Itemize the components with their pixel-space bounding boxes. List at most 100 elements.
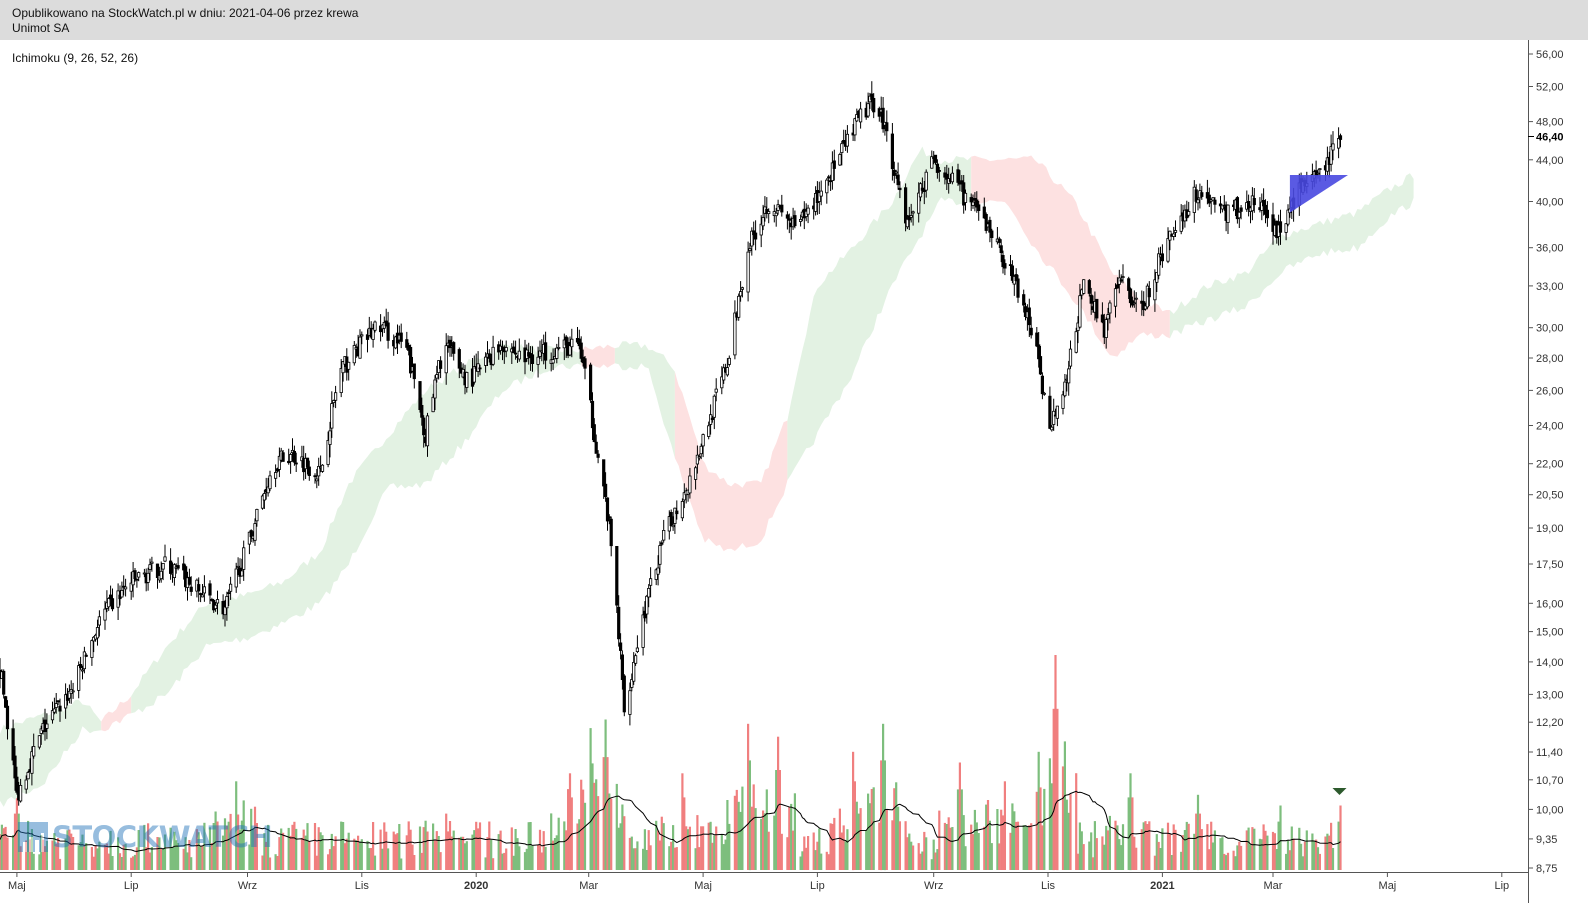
- volume-bar: [30, 829, 33, 870]
- volume-bar: [838, 808, 841, 870]
- x-tick-label: Wrz: [924, 880, 943, 892]
- volume-bar: [1185, 821, 1188, 870]
- candle-body: [1100, 314, 1104, 323]
- volume-bar: [1052, 708, 1055, 871]
- volume-bar: [394, 834, 397, 870]
- volume-bar: [1300, 843, 1303, 870]
- candle-body: [97, 616, 101, 626]
- price-chart[interactable]: 56,00 52,00 48,00 44,00 40,00 36,00 33,00 30,00…: [0, 40, 1588, 903]
- volume-bar: [971, 834, 975, 870]
- volume-bar: [133, 854, 137, 870]
- candle-body: [767, 211, 771, 214]
- volume-bar: [148, 852, 152, 870]
- y-tick-label: 13,00: [1536, 689, 1564, 701]
- candle-body: [1063, 381, 1067, 397]
- candle-body: [699, 445, 703, 455]
- volume-bar: [1069, 794, 1072, 870]
- volume-bar: [98, 841, 101, 870]
- candle-body: [358, 336, 362, 359]
- candle-body: [551, 359, 555, 364]
- candle-body: [79, 664, 83, 669]
- y-tick-label: 36,00: [1536, 243, 1564, 255]
- candle-body: [155, 563, 160, 579]
- volume-bar: [1078, 822, 1081, 870]
- candle-body: [776, 204, 780, 211]
- volume-bar: [778, 770, 781, 870]
- volume-bar: [1118, 839, 1121, 870]
- candle-body: [517, 350, 521, 360]
- volume-bar: [1144, 821, 1147, 870]
- volume-bar: [38, 854, 41, 870]
- candle-body: [129, 582, 133, 592]
- volume-bar: [79, 842, 82, 870]
- volume-bar: [818, 828, 821, 870]
- candle-body: [418, 381, 422, 411]
- ichimoku-cloud: [0, 146, 1414, 807]
- volume-bar: [1013, 811, 1016, 870]
- volume-bar: [1127, 797, 1130, 870]
- candle-body: [1035, 332, 1039, 347]
- volume-bar: [360, 839, 363, 870]
- volume-bar: [317, 827, 320, 870]
- candle-body: [1318, 168, 1322, 171]
- volume-bar: [1161, 828, 1164, 870]
- volume-bar: [319, 832, 322, 870]
- volume-bar: [606, 757, 609, 870]
- volume-bar: [996, 809, 999, 870]
- y-tick-label: 22,00: [1536, 459, 1564, 471]
- candle-body: [896, 174, 900, 186]
- volume-bar: [396, 833, 399, 870]
- candle-body: [675, 510, 679, 515]
- candle-body: [1157, 253, 1161, 276]
- volume-bar: [238, 829, 242, 870]
- volume-bar: [825, 851, 828, 870]
- volume-bar: [253, 806, 257, 870]
- volume-bar: [1339, 805, 1342, 870]
- candle-body: [634, 655, 638, 664]
- candle-body: [933, 154, 938, 163]
- volume-bar: [1226, 852, 1230, 870]
- candle-body: [1089, 294, 1093, 304]
- volume-bar: [295, 828, 298, 870]
- y-tick-label: 33,00: [1536, 281, 1564, 293]
- candle-body: [609, 518, 613, 547]
- volume-bar: [278, 837, 281, 870]
- volume-bar: [878, 822, 881, 870]
- candle-body: [433, 379, 437, 399]
- volume-bar: [437, 836, 440, 870]
- volume-bar: [1195, 813, 1198, 870]
- volume-bar: [1211, 842, 1215, 870]
- volume-bar: [293, 821, 296, 870]
- candle-body: [1048, 395, 1052, 429]
- candle-body: [18, 785, 23, 802]
- cloud-segment-bear: [101, 696, 132, 732]
- volume-bar: [409, 829, 412, 870]
- candle-body: [80, 669, 85, 672]
- volume-bar: [1315, 839, 1318, 870]
- candle-body: [176, 565, 180, 569]
- candle-body: [438, 360, 443, 369]
- volume-bar: [28, 839, 32, 870]
- candle-body: [234, 568, 238, 588]
- candle-body: [512, 346, 516, 354]
- candle-body: [963, 192, 968, 203]
- volume-bar: [1285, 853, 1288, 870]
- volume-bar: [465, 841, 468, 870]
- volume-bar: [1172, 824, 1175, 870]
- volume-bar: [767, 831, 770, 870]
- candle-body: [288, 454, 293, 462]
- volume-bar: [1313, 841, 1316, 870]
- volume-bar: [503, 852, 506, 870]
- candle-body: [960, 180, 964, 185]
- candle-body: [352, 345, 356, 364]
- candle-body: [904, 187, 908, 224]
- volume-bar: [882, 723, 885, 870]
- volume-bar: [357, 835, 360, 870]
- volume-bar: [1298, 827, 1301, 870]
- candle-body: [557, 346, 561, 349]
- volume-bar: [829, 823, 832, 870]
- candle-body: [617, 606, 621, 640]
- volume-bar: [227, 821, 230, 870]
- volume-bar: [544, 846, 547, 870]
- candle-body: [242, 547, 246, 570]
